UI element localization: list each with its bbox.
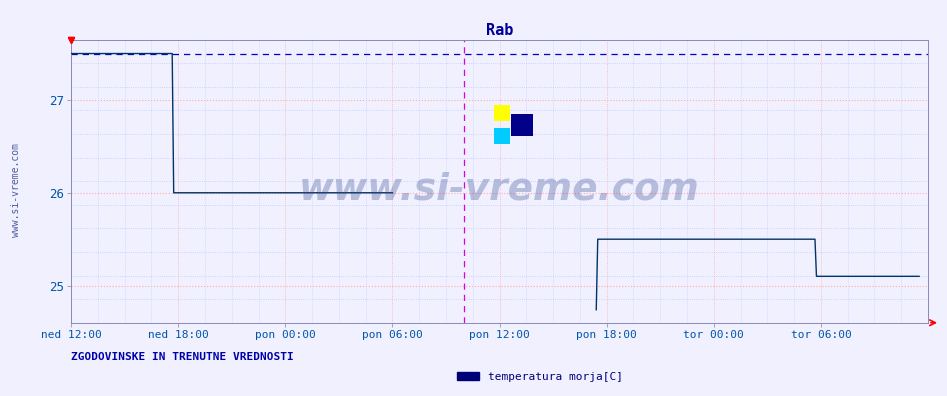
Text: ZGODOVINSKE IN TRENUTNE VREDNOSTI: ZGODOVINSKE IN TRENUTNE VREDNOSTI xyxy=(71,352,294,362)
Legend: temperatura morja[C]: temperatura morja[C] xyxy=(453,367,627,386)
Title: Rab: Rab xyxy=(486,23,513,38)
Text: www.si-vreme.com: www.si-vreme.com xyxy=(299,171,700,208)
Text: www.si-vreme.com: www.si-vreme.com xyxy=(11,143,22,237)
